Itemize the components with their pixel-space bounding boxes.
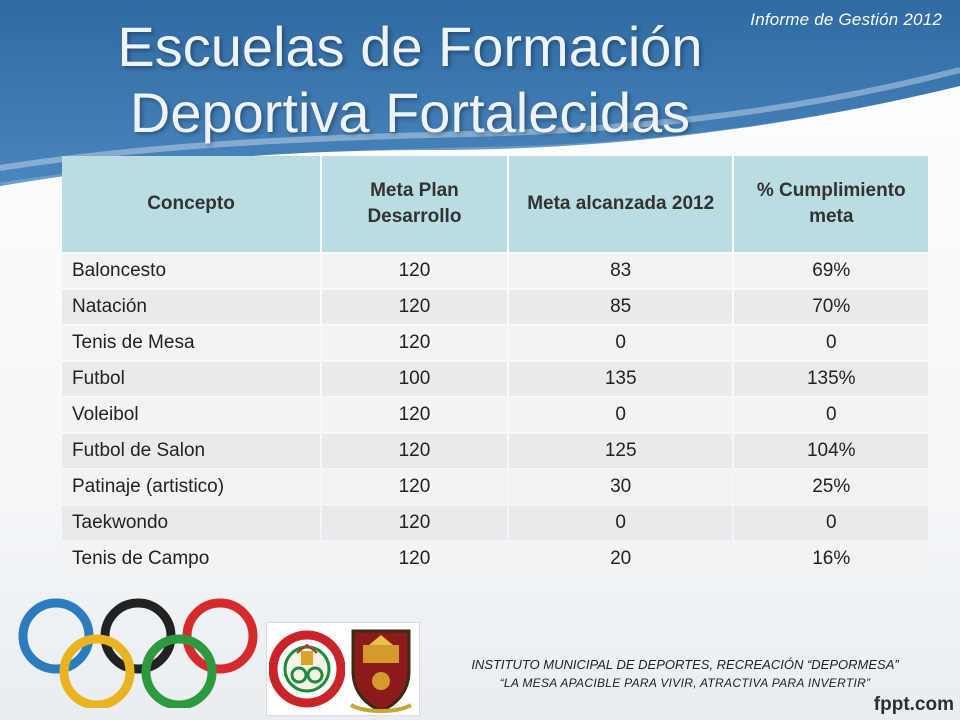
institution-motto: “La MESA apacible para vivir, atractiva … bbox=[499, 676, 871, 690]
cell-achieved: 0 bbox=[508, 326, 733, 360]
cell-percent: 70% bbox=[734, 290, 928, 324]
report-label: Informe de Gestión 2012 bbox=[750, 10, 942, 29]
slide-title: Escuelas de Formación Deportiva Fortalec… bbox=[60, 14, 760, 146]
cell-percent: 16% bbox=[734, 542, 928, 576]
cell-concept: Voleibol bbox=[62, 398, 320, 432]
table-row: Futbol 100 135 135% bbox=[62, 362, 928, 396]
cell-plan-goal: 120 bbox=[322, 506, 507, 540]
cell-plan-goal: 120 bbox=[322, 254, 507, 288]
column-header: % Cumplimiento meta bbox=[734, 156, 928, 252]
cell-concept: Natación bbox=[62, 290, 320, 324]
cell-percent: 0 bbox=[734, 326, 928, 360]
column-header: Meta Plan Desarrollo bbox=[322, 156, 507, 252]
cell-plan-goal: 120 bbox=[322, 326, 507, 360]
institution-name: INSTITUTO MUNICIPAL DE DEPORTES, RECREAC… bbox=[471, 657, 899, 672]
table-row: Taekwondo 120 0 0 bbox=[62, 506, 928, 540]
goals-table: Concepto Meta Plan Desarrollo Meta alcan… bbox=[60, 154, 930, 578]
table-row: Futbol de Salon 120 125 104% bbox=[62, 434, 928, 468]
municipal-shield-icon bbox=[350, 629, 412, 713]
table-row: Natación 120 85 70% bbox=[62, 290, 928, 324]
watermark: fppt.com bbox=[873, 694, 954, 715]
cell-achieved: 125 bbox=[508, 434, 733, 468]
cell-plan-goal: 100 bbox=[322, 362, 507, 396]
cell-achieved: 30 bbox=[508, 470, 733, 504]
cell-achieved: 135 bbox=[508, 362, 733, 396]
cell-concept: Patinaje (artistico) bbox=[62, 470, 320, 504]
table-header-row: Concepto Meta Plan Desarrollo Meta alcan… bbox=[62, 156, 928, 252]
cell-concept: Futbol bbox=[62, 362, 320, 396]
cell-achieved: 20 bbox=[508, 542, 733, 576]
cell-achieved: 83 bbox=[508, 254, 733, 288]
table-row: Baloncesto 120 83 69% bbox=[62, 254, 928, 288]
table-row: Voleibol 120 0 0 bbox=[62, 398, 928, 432]
institution-logos bbox=[266, 622, 420, 716]
cell-percent: 69% bbox=[734, 254, 928, 288]
column-header: Concepto bbox=[62, 156, 320, 252]
cell-plan-goal: 120 bbox=[322, 290, 507, 324]
cell-achieved: 0 bbox=[508, 506, 733, 540]
cell-percent: 135% bbox=[734, 362, 928, 396]
cell-concept: Baloncesto bbox=[62, 254, 320, 288]
table-row: Tenis de Mesa 120 0 0 bbox=[62, 326, 928, 360]
cell-percent: 0 bbox=[734, 398, 928, 432]
cell-percent: 0 bbox=[734, 506, 928, 540]
cell-concept: Tenis de Campo bbox=[62, 542, 320, 576]
table-row: Patinaje (artistico) 120 30 25% bbox=[62, 470, 928, 504]
depormesa-logo-icon bbox=[269, 630, 345, 708]
table-row: Tenis de Campo 120 20 16% bbox=[62, 542, 928, 576]
cell-percent: 25% bbox=[734, 470, 928, 504]
cell-achieved: 0 bbox=[508, 398, 733, 432]
cell-concept: Futbol de Salon bbox=[62, 434, 320, 468]
cell-achieved: 85 bbox=[508, 290, 733, 324]
cell-percent: 104% bbox=[734, 434, 928, 468]
title-line-2: Deportiva Fortalecidas bbox=[129, 81, 691, 144]
cell-plan-goal: 120 bbox=[322, 470, 507, 504]
cell-concept: Tenis de Mesa bbox=[62, 326, 320, 360]
olympic-rings-icon bbox=[18, 598, 258, 708]
cell-plan-goal: 120 bbox=[322, 542, 507, 576]
cell-plan-goal: 120 bbox=[322, 398, 507, 432]
title-line-1: Escuelas de Formación bbox=[117, 15, 703, 78]
institution-footer: INSTITUTO MUNICIPAL DE DEPORTES, RECREAC… bbox=[420, 655, 950, 693]
column-header: Meta alcanzada 2012 bbox=[508, 156, 733, 252]
cell-plan-goal: 120 bbox=[322, 434, 507, 468]
cell-concept: Taekwondo bbox=[62, 506, 320, 540]
